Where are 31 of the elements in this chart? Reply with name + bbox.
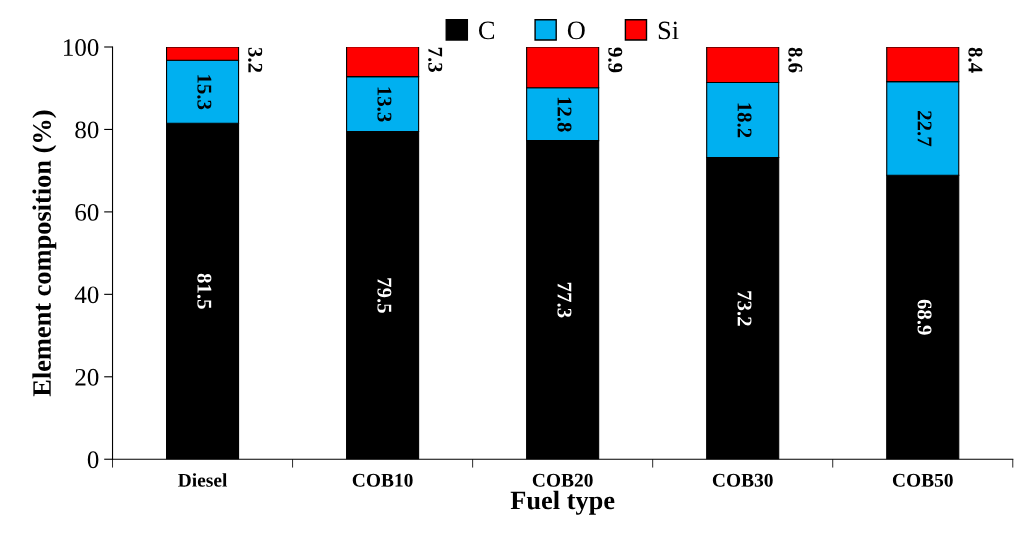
x-axis-title: Fuel type: [510, 490, 615, 515]
x-tick-label: COB30: [712, 473, 773, 487]
x-tick-label: COB10: [352, 473, 413, 487]
data-label: 9.9: [608, 47, 623, 73]
legend-label: Si: [658, 21, 679, 40]
y-tick-label: 60: [75, 203, 99, 221]
data-label: 3.2: [248, 47, 263, 73]
data-label: 22.7: [917, 111, 932, 147]
data-label: 7.3: [428, 47, 443, 72]
data-label: 73.2: [737, 291, 752, 326]
y-tick-label: 0: [87, 451, 99, 469]
legend-label: C: [478, 21, 495, 40]
y-tick-label: 80: [75, 121, 99, 139]
data-label: 13.3: [377, 87, 392, 122]
x-tick-label: COB50: [892, 473, 953, 487]
legend-label: O: [567, 21, 585, 40]
x-tick-label: Diesel: [178, 473, 228, 487]
y-tick-label: 20: [75, 368, 99, 386]
data-label: 81.5: [197, 273, 212, 309]
data-label: 18.2: [737, 103, 752, 138]
data-label: 12.8: [557, 97, 572, 132]
data-label: 15.3: [197, 75, 212, 110]
data-label: 79.5: [377, 278, 392, 313]
data-label: 8.4: [968, 47, 983, 73]
y-tick-label: 40: [74, 286, 99, 304]
data-label: 77.3: [557, 282, 572, 318]
y-tick-label: 100: [64, 39, 99, 56]
data-label: 68.9: [917, 299, 932, 335]
x-tick-label: COB20: [532, 473, 593, 487]
data-label: 8.6: [788, 47, 803, 73]
y-axis-title: Element composition (%): [32, 110, 57, 397]
